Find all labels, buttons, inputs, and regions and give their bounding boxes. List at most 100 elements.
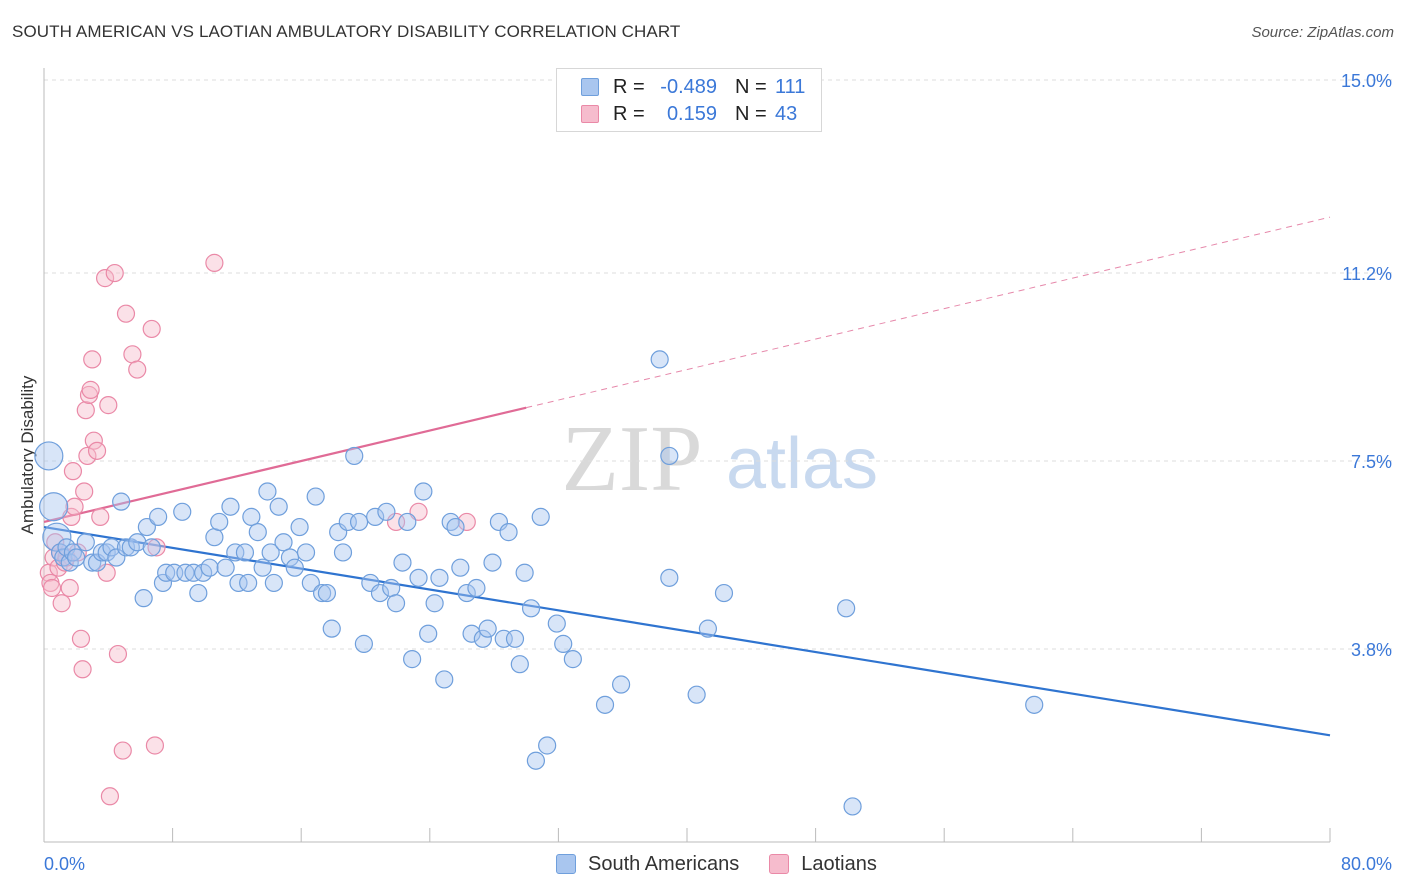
- legend-item-south-americans[interactable]: South Americans: [556, 853, 739, 876]
- south-americans-point: [611, 675, 631, 694]
- south-americans-point: [473, 629, 492, 648]
- south-americans-point: [221, 497, 240, 516]
- south-americans-point: [505, 629, 525, 648]
- legend-swatch-blue: [581, 78, 599, 96]
- south-americans-point: [660, 446, 679, 466]
- laotians-point: [409, 502, 428, 521]
- legend-swatch-blue: [556, 854, 576, 874]
- laotians-trend-line-extension: [526, 216, 1331, 409]
- south-americans-point: [414, 482, 433, 501]
- south-americans-point: [650, 350, 669, 369]
- south-americans-point: [261, 543, 280, 562]
- south-americans-point: [137, 517, 156, 537]
- south-americans-point: [1025, 695, 1044, 714]
- south-americans-point: [354, 634, 373, 653]
- legend-item-laotians[interactable]: Laotians: [769, 853, 877, 876]
- south-americans-point: [235, 543, 255, 562]
- south-americans-point: [112, 492, 131, 511]
- chart-title: SOUTH AMERICAN VS LAOTIAN AMBULATORY DIS…: [12, 22, 681, 41]
- south-americans-point: [430, 568, 449, 587]
- legend-label-south-americans: South Americans: [588, 852, 740, 875]
- south-americans-point: [264, 573, 283, 593]
- laotians-point: [145, 736, 165, 755]
- legend-r-label: R =: [613, 102, 645, 125]
- south-americans-point: [451, 558, 470, 577]
- laotians-point: [99, 396, 118, 415]
- south-americans-point: [102, 538, 121, 557]
- watermark-zip: ZIP: [562, 407, 703, 511]
- south-americans-point: [521, 599, 541, 618]
- south-americans-point: [515, 563, 534, 582]
- south-americans-point: [531, 507, 550, 526]
- laotians-point: [113, 741, 132, 760]
- south-americans-point: [34, 441, 64, 471]
- south-americans-point: [274, 533, 293, 552]
- laotians-point: [75, 482, 94, 501]
- south-americans-point: [248, 523, 267, 542]
- south-americans-point: [714, 583, 734, 603]
- south-americans-point: [189, 583, 208, 603]
- laotians-point: [87, 441, 107, 460]
- laotians-point: [95, 269, 115, 288]
- watermark-atlas: atlas: [726, 424, 878, 504]
- south-americans-point: [538, 736, 557, 755]
- y-tick-label: 15.0%: [1341, 71, 1392, 91]
- south-americans-point: [63, 543, 83, 562]
- south-americans-point: [76, 533, 95, 552]
- south-americans-point: [370, 583, 390, 603]
- south-americans-trend-line: [43, 525, 1331, 737]
- laotians-point: [73, 660, 92, 679]
- laotians-point: [60, 578, 79, 598]
- south-americans-point: [483, 553, 502, 572]
- south-americans-point: [419, 624, 438, 643]
- south-americans-point: [698, 619, 717, 638]
- south-americans-point: [377, 502, 396, 521]
- south-americans-point: [200, 558, 219, 577]
- south-americans-point: [253, 558, 272, 577]
- south-americans-point: [547, 614, 566, 633]
- south-americans-point: [563, 650, 582, 669]
- south-americans-point: [280, 548, 300, 567]
- south-americans-point: [229, 573, 248, 593]
- south-americans-point: [216, 558, 235, 577]
- south-americans-point: [333, 543, 353, 562]
- y-tick-label: 11.2%: [1342, 264, 1392, 284]
- south-americans-point: [296, 543, 316, 562]
- south-americans-point: [285, 558, 304, 577]
- south-americans-point: [290, 517, 309, 537]
- south-americans-point: [184, 563, 203, 582]
- south-americans-point: [128, 533, 147, 552]
- laotians-point: [81, 380, 100, 399]
- south-americans-point: [393, 553, 412, 572]
- laotians-point: [116, 304, 136, 323]
- south-americans-point: [595, 695, 615, 714]
- south-americans-point: [837, 599, 856, 618]
- source-label: Source: ZipAtlas.com: [1251, 24, 1394, 41]
- x-tick-label: 0.0%: [44, 854, 85, 874]
- laotians-point: [128, 360, 147, 379]
- south-americans-point: [322, 619, 341, 638]
- south-americans-point: [242, 507, 261, 526]
- legend-swatch-pink: [581, 105, 599, 123]
- legend-swatch-pink: [769, 854, 790, 874]
- laotians-point: [205, 253, 224, 272]
- south-americans-point: [149, 507, 168, 526]
- south-americans-point: [843, 797, 862, 816]
- laotians-point: [147, 538, 166, 557]
- laotians-point: [42, 578, 62, 598]
- legend-n-value: 43: [775, 102, 798, 125]
- south-americans-point: [116, 538, 136, 557]
- south-americans-point: [510, 655, 529, 674]
- south-americans-point: [366, 507, 385, 526]
- legend-r-label: R =: [613, 75, 645, 98]
- south-americans-point: [97, 543, 116, 562]
- tick-labels: 3.8% 7.5% 11.2% 15.0% 0.0% 80.0%: [44, 71, 1392, 874]
- south-americans-point: [173, 502, 192, 521]
- south-americans-point: [382, 578, 401, 598]
- south-americans-point: [312, 583, 332, 603]
- legend-row-laotians: R = 0.159 N = 43: [581, 101, 797, 127]
- trend-lines: [43, 216, 1331, 737]
- south-americans-point: [441, 512, 460, 532]
- laotians-point: [78, 446, 97, 466]
- legend-n-label: N =: [735, 102, 767, 125]
